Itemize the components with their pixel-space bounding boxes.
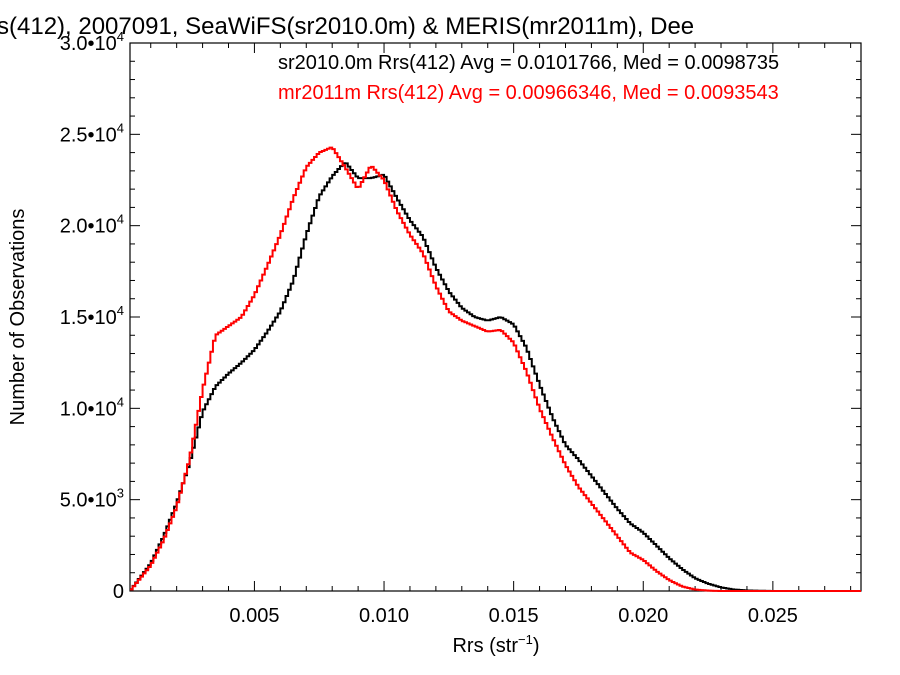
x-tick-label: 0.010 (359, 605, 409, 627)
series-layer (130, 146, 861, 592)
y-axis-ticks: 0 5.0•103 1.0•104 1.5•104 2.0•104 2.5•104 3.0•… (60, 29, 861, 603)
legend-entry-black: sr2010.0m Rrs(412) Avg = 0.0101766, Med … (278, 52, 779, 74)
x-axis-label: Rrs (str−1) (452, 632, 539, 657)
y-axis-label: Number of Observations (7, 209, 29, 426)
y-tick-label: 5.0•103 (60, 486, 124, 512)
x-tick-label: 0.025 (748, 605, 798, 627)
y-tick-label: 1.5•104 (60, 303, 124, 329)
x-axis-ticks: 0.005 0.010 0.015 0.020 0.025 (150, 43, 852, 627)
series-mr2011-line (130, 146, 861, 592)
y-tick-label: 2.0•104 (60, 212, 124, 238)
x-tick-label: 0.020 (618, 605, 668, 627)
y-tick-label: 0 (113, 581, 124, 603)
chart-title: s(412), 2007091, SeaWiFS(sr2010.0m) & ME… (0, 13, 694, 40)
x-tick-label: 0.005 (229, 605, 279, 627)
series-sr2010-line (130, 162, 861, 592)
y-tick-label: 2.5•104 (60, 120, 124, 146)
y-tick-label: 3.0•104 (60, 29, 124, 55)
y-tick-label: 1.0•104 (60, 394, 124, 420)
x-tick-label: 0.015 (489, 605, 539, 627)
legend-entry-red: mr2011m Rrs(412) Avg = 0.00966346, Med =… (278, 82, 779, 104)
